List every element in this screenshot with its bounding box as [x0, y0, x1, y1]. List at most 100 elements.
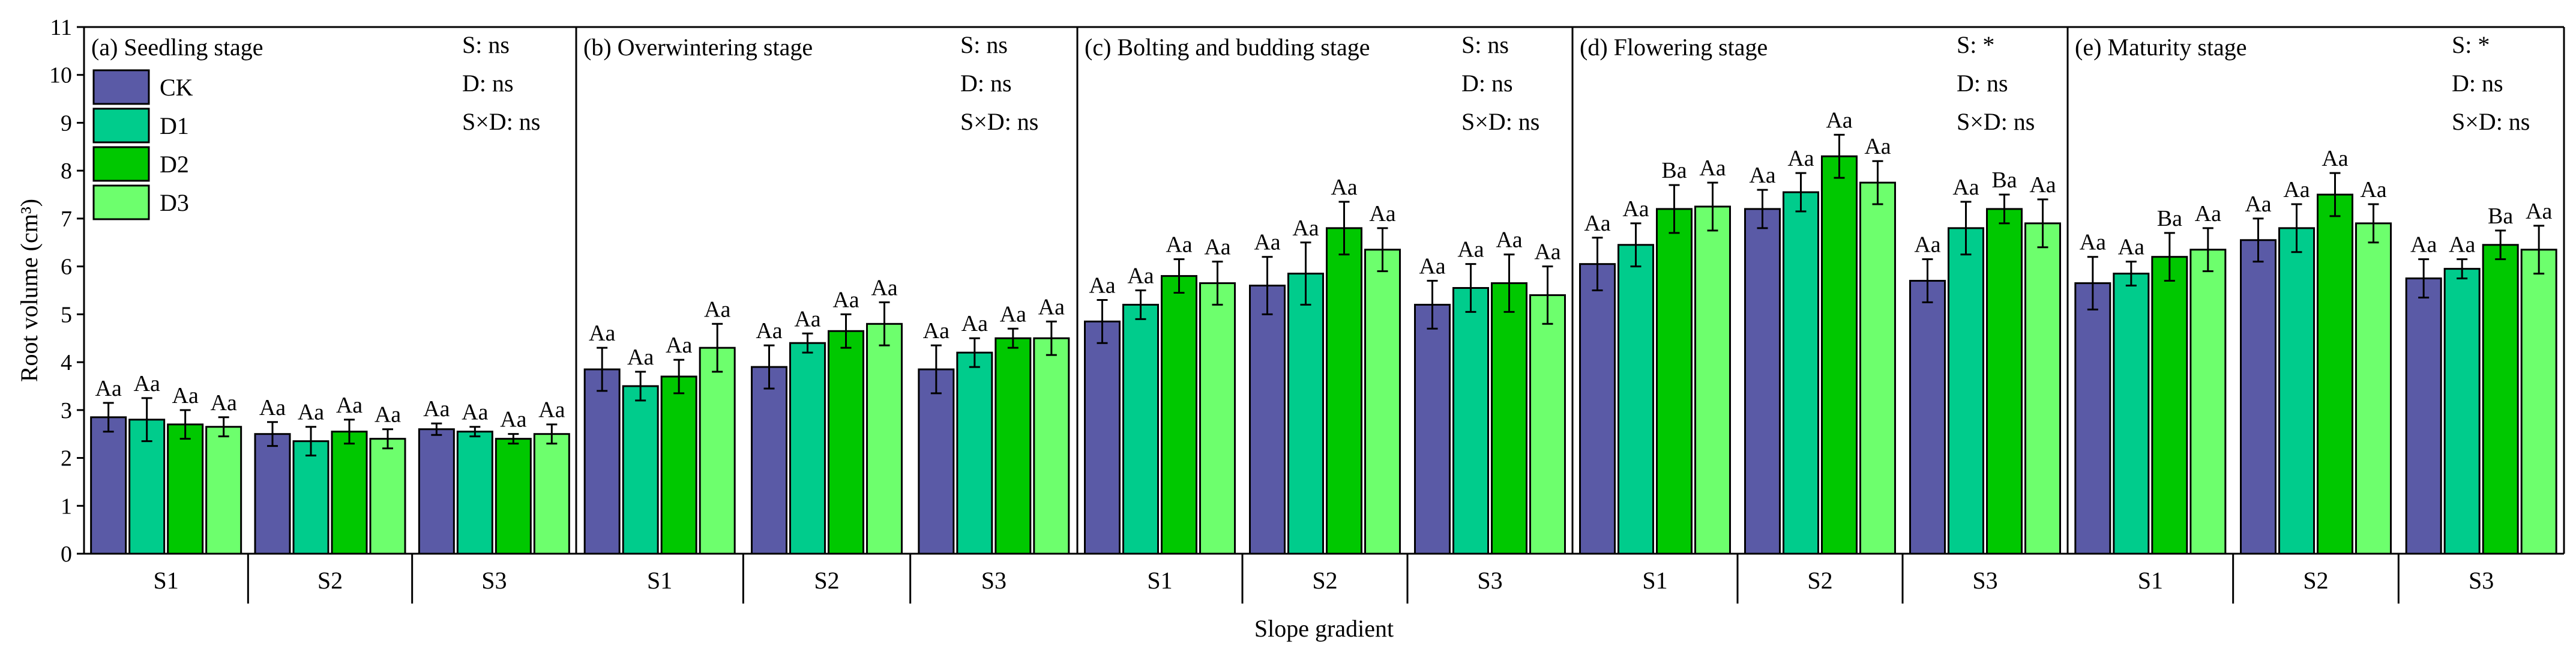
group-tick-label: S2 [1312, 567, 1337, 594]
significance-label: Aa [1952, 175, 1979, 200]
significance-label: Aa [1864, 134, 1891, 159]
y-axis-label: Root volume (cm³) [16, 199, 43, 382]
legend-swatch-d1 [92, 107, 150, 144]
bar-ck-s1 [583, 368, 621, 555]
bar-d1-s2 [1287, 273, 1324, 555]
text-layer: 0 1 2 3 4 5 6 7 8 9 10 11 Root volume (cm³) Slope gra… [16, 15, 2552, 642]
bar-ck-s3 [2405, 277, 2442, 555]
panel-stat-text: S×D: ns [960, 108, 1038, 135]
significance-label: Aa [1534, 240, 1560, 265]
significance-label: Aa [1496, 228, 1522, 253]
significance-label: Aa [211, 390, 237, 416]
legend-label-ck: CK [160, 74, 193, 101]
y-tick-label: 10 [49, 63, 72, 88]
legend-label-d1: D1 [160, 112, 189, 139]
bar-ck-s1 [90, 416, 127, 555]
significance-label: Ba [1991, 168, 2017, 193]
bar-d2-s3 [1491, 282, 1527, 555]
significance-label: Aa [462, 400, 488, 425]
bar-ck-s1 [2074, 282, 2111, 555]
bar-d3-s2 [1859, 181, 1896, 555]
bar-d3-s1 [1694, 205, 1731, 555]
bar-ck-s1 [1084, 320, 1121, 555]
bar-d2-s2 [828, 330, 864, 555]
bar-d2-s3 [2482, 244, 2519, 555]
significance-label: Aa [1914, 232, 1940, 258]
significance-label: Aa [961, 311, 988, 336]
bar-d3-s1 [205, 426, 242, 555]
significance-label: Aa [666, 333, 692, 358]
group-tick-label: S1 [647, 567, 672, 594]
bar-d1-s3 [2443, 268, 2481, 555]
bar-d3-s2 [1364, 249, 1401, 555]
bar-d2-s1 [660, 375, 697, 555]
bar-d2-s3 [1986, 208, 2023, 555]
significance-label: Aa [375, 402, 401, 428]
panel-stat-text: D: ns [2452, 70, 2503, 97]
significance-label: Aa [2029, 172, 2056, 198]
significance-label: Aa [2449, 232, 2475, 258]
bar-d1-s2 [789, 342, 826, 555]
frame-layer [77, 26, 2565, 604]
significance-label: Aa [2283, 177, 2310, 202]
panel-stat-text: D: ns [1461, 70, 1513, 97]
panel-title: (b) Overwintering stage [583, 34, 813, 61]
significance-label: Aa [172, 383, 199, 408]
significance-label: Aa [1127, 264, 1154, 289]
legend-label-d2: D2 [160, 151, 189, 178]
y-tick-label: 7 [61, 207, 72, 232]
bar-d2-s3 [995, 337, 1032, 555]
y-tick-label: 1 [61, 494, 72, 519]
bar-d1-s2 [1783, 191, 1819, 555]
panel-title: (a) Seedling stage [91, 34, 263, 61]
group-tick-label: S3 [981, 567, 1007, 594]
significance-label: Ba [2488, 204, 2513, 229]
bar-d3-s2 [866, 322, 903, 555]
bar-ck-s2 [254, 433, 291, 555]
significance-label: Aa [1787, 146, 1814, 171]
panel-stat-text: S: * [1957, 31, 1994, 58]
panel-stat-text: S: ns [960, 31, 1008, 58]
significance-label: Aa [298, 400, 324, 425]
panel-stat-text: S: * [2452, 31, 2490, 58]
y-tick-label: 2 [61, 446, 72, 471]
panel-stat-text: S×D: ns [1957, 108, 2035, 135]
x-axis-label: Slope gradient [1254, 615, 1394, 642]
bar-d1-s3 [456, 431, 493, 555]
bar-d3-s2 [369, 438, 406, 555]
significance-label: Aa [1000, 301, 1026, 327]
bar-ck-s1 [1579, 263, 1616, 555]
bar-d2-s1 [1656, 208, 1693, 555]
panel-stat-text: S×D: ns [2452, 108, 2530, 135]
significance-label: Aa [2080, 230, 2106, 255]
bar-d2-s2 [2317, 193, 2353, 555]
group-tick-label: S1 [1147, 567, 1172, 594]
significance-label: Aa [259, 395, 286, 420]
bar-ck-s2 [1249, 285, 1286, 555]
bar-d3-s3 [2024, 222, 2061, 555]
significance-label: Aa [923, 318, 949, 344]
significance-label: Aa [1584, 211, 1610, 236]
bar-d1-s1 [1122, 303, 1159, 555]
significance-label: Ba [1661, 158, 1687, 183]
bar-d3-s2 [2355, 222, 2392, 555]
group-tick-label: S2 [814, 567, 839, 594]
group-tick-label: S1 [154, 567, 179, 594]
bar-d2-s2 [1821, 155, 1858, 555]
legend-swatch-d2 [92, 146, 150, 182]
significance-label: Aa [1622, 196, 1649, 222]
group-tick-label: S3 [1477, 567, 1502, 594]
bar-d3-s3 [2520, 249, 2557, 555]
significance-label: Aa [2245, 192, 2271, 217]
bar-ck-s3 [1414, 303, 1451, 555]
significance-label: Aa [589, 321, 615, 346]
panel-stat-text: S: ns [462, 31, 510, 58]
significance-label: Aa [423, 396, 450, 422]
bar-ck-s3 [418, 428, 455, 555]
group-tick-label: S2 [2303, 567, 2328, 594]
bar-ck-s3 [1909, 280, 1946, 555]
significance-label: Aa [2322, 146, 2348, 171]
bar-d2-s3 [495, 438, 532, 555]
significance-label: Aa [1419, 254, 1445, 279]
